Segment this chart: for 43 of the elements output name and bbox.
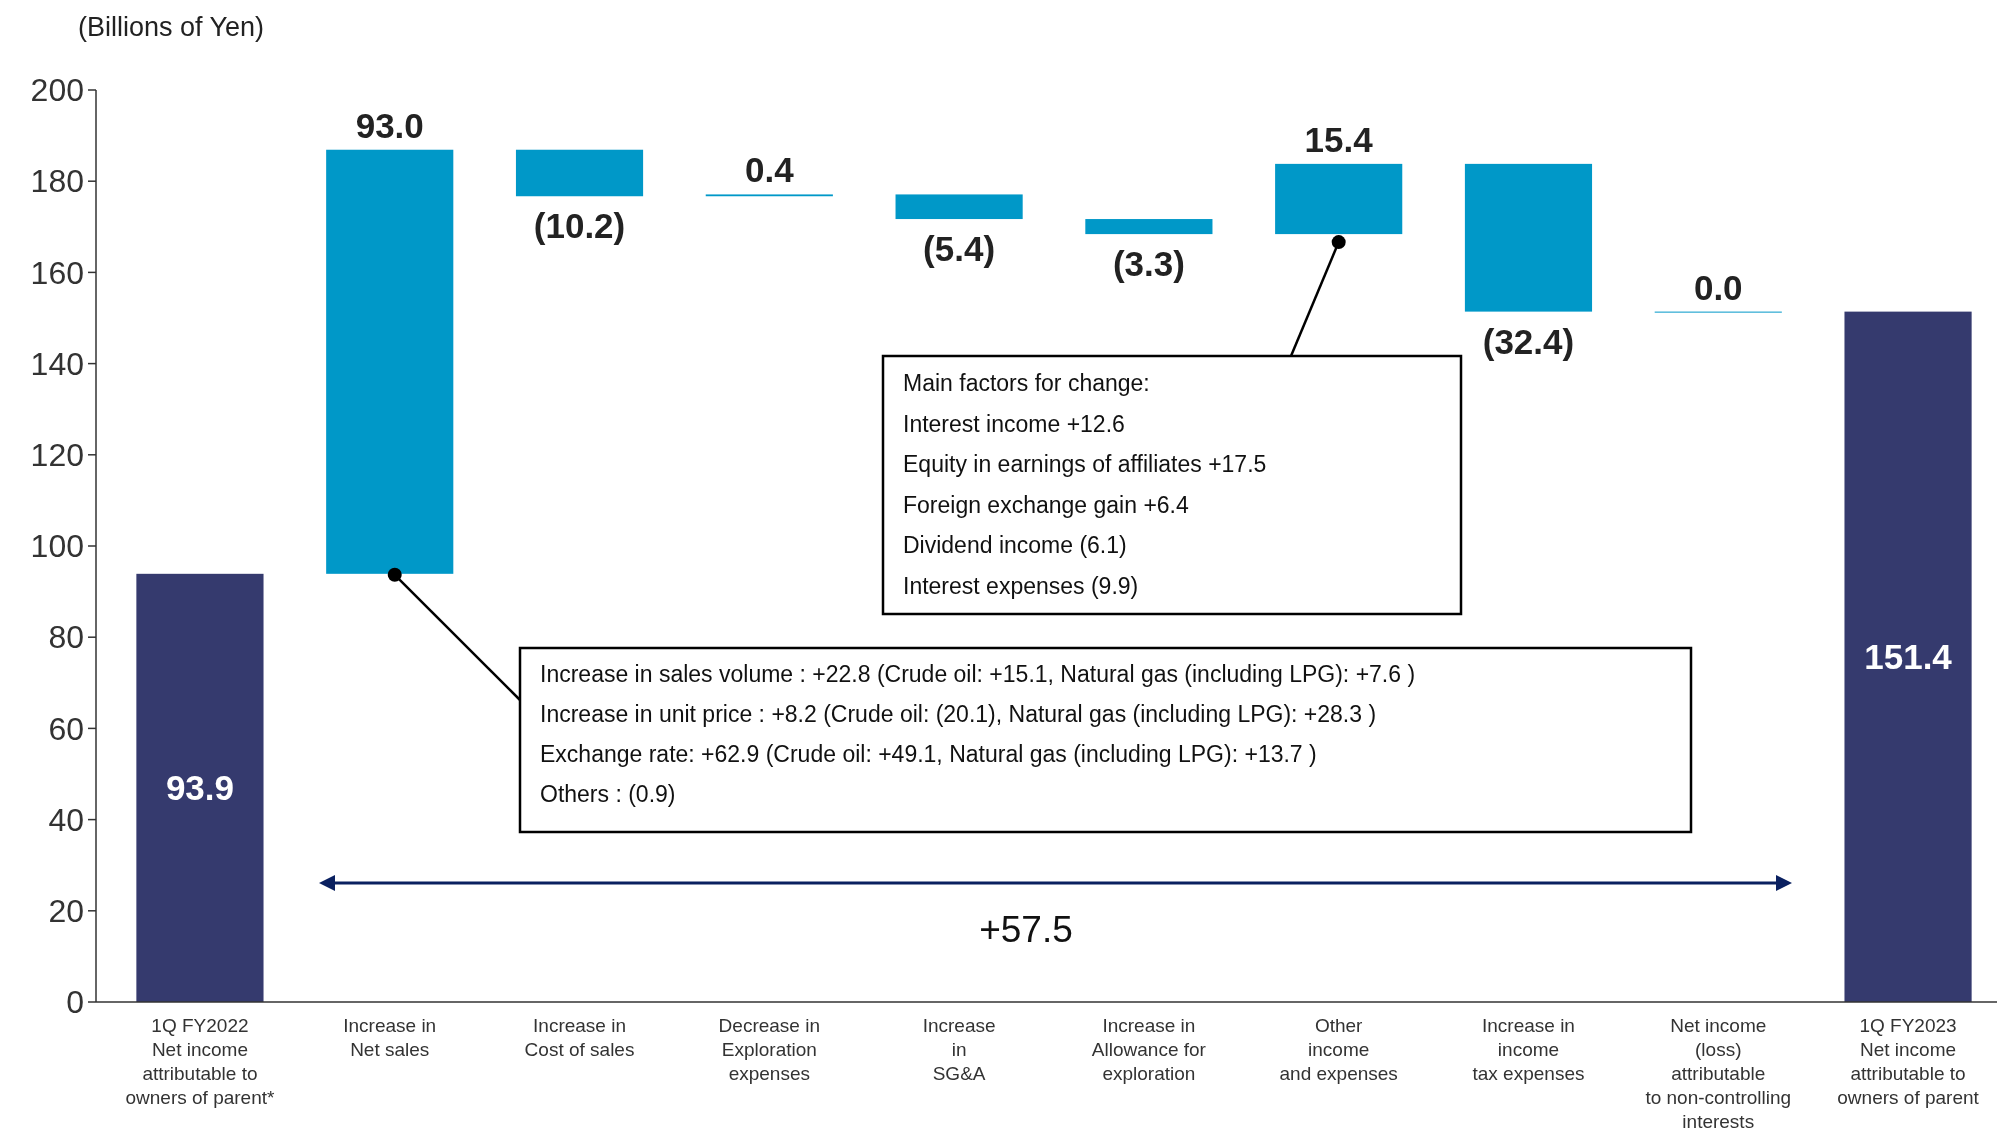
y-tick-label: 20 [48,893,84,929]
data-label: 0.4 [744,150,795,190]
y-tick-label: 100 [30,528,84,565]
annotation: Increase in sales volume : +22.8 (Crude oil: +15.1, Natural gas (including LPG): +7.6 ) Increase in unit price : +8.2 (Crude oil: (20.1), Natural gas (including LPG): +28.3 ) Exchange rate: +62.9 (Crude oil: +49.1, Natural gas (including LPG): +13.7 ) Others : (0.9) [540,661,1416,807]
y-axis-title: (Billions of Yen) [78,12,265,42]
y-tick-label: 140 [30,345,84,382]
data-label: (5.4) [923,229,996,269]
x-tick-label: Other income and expenses [1279,1015,1398,1084]
y-tick-label: 200 [30,72,84,109]
x-tick-label: Increase in Cost of sales [524,1015,635,1060]
y-tick-label: 160 [30,254,84,291]
bar [326,149,454,574]
y-tick-label: 60 [48,710,84,747]
data-label: (10.2) [533,206,626,246]
annotation: +57.5 [979,909,1073,950]
x-tick-label: Net income (loss) attributable to non-controlling interests [1645,1015,1792,1132]
x-tick-label: Increase in SG&A [922,1015,996,1084]
bar [1844,311,1972,1002]
x-tick-label: Increase in Allowance for exploration [1091,1015,1207,1084]
bar [515,149,644,197]
data-label: 151.4 [1864,636,1953,676]
data-label: 93.0 [355,105,424,145]
x-tick-label: Increase in income tax expenses [1472,1015,1585,1084]
data-label: 0.0 [1693,267,1743,307]
bar [136,573,264,1002]
x-tick-label: Increase in Net sales [343,1015,437,1060]
data-label: 15.4 [1304,119,1374,159]
y-tick-label: 80 [48,619,84,656]
data-label: (32.4) [1482,321,1575,361]
y-tick-label: 0 [66,984,84,1021]
x-tick-label: Decrease in Exploration expenses [718,1015,821,1084]
data-label: 93.9 [165,767,235,807]
annotation: Main factors for change: Interest income +12.6 Equity in earnings of affiliates +17.5 Foreign exchange gain +6.4 Dividend income (6.1) Interest expenses (9.9) [903,370,1267,599]
y-tick-label: 40 [48,801,84,838]
bar [895,194,1023,220]
y-tick-label: 120 [30,437,84,473]
bar [1085,219,1213,235]
bar [1275,163,1403,235]
bar [1464,163,1593,312]
x-tick-label: 1Q FY2022 Net income attributable to owners of parent* [125,1015,276,1108]
data-label: (3.3) [1112,244,1185,284]
x-tick-label: 1Q FY2023 Net income attributable to owners of parent [1837,1015,1980,1108]
y-tick-label: 180 [30,163,84,200]
